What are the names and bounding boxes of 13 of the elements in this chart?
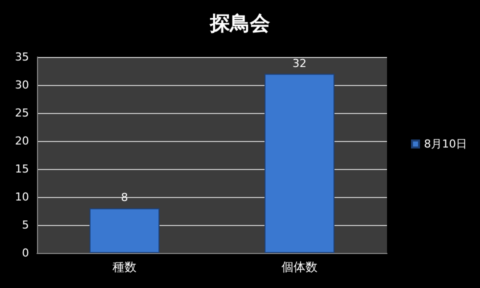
x-tick-label: 種数 xyxy=(112,260,136,274)
y-tick-label: 25 xyxy=(15,106,29,120)
y-tick-label: 5 xyxy=(22,218,29,232)
x-tick-label: 個体数 xyxy=(282,260,318,274)
legend-label: 8月10日 xyxy=(424,138,468,150)
y-tick-label: 35 xyxy=(15,50,29,64)
y-tick-label: 30 xyxy=(15,78,29,92)
chart-title: 探鳥会 xyxy=(209,11,271,35)
y-tick-label: 15 xyxy=(15,162,29,176)
y-tick-label: 20 xyxy=(15,134,29,148)
y-tick-label: 10 xyxy=(15,190,29,204)
y-tick-label: 0 xyxy=(22,246,29,260)
data-label: 32 xyxy=(292,56,306,70)
